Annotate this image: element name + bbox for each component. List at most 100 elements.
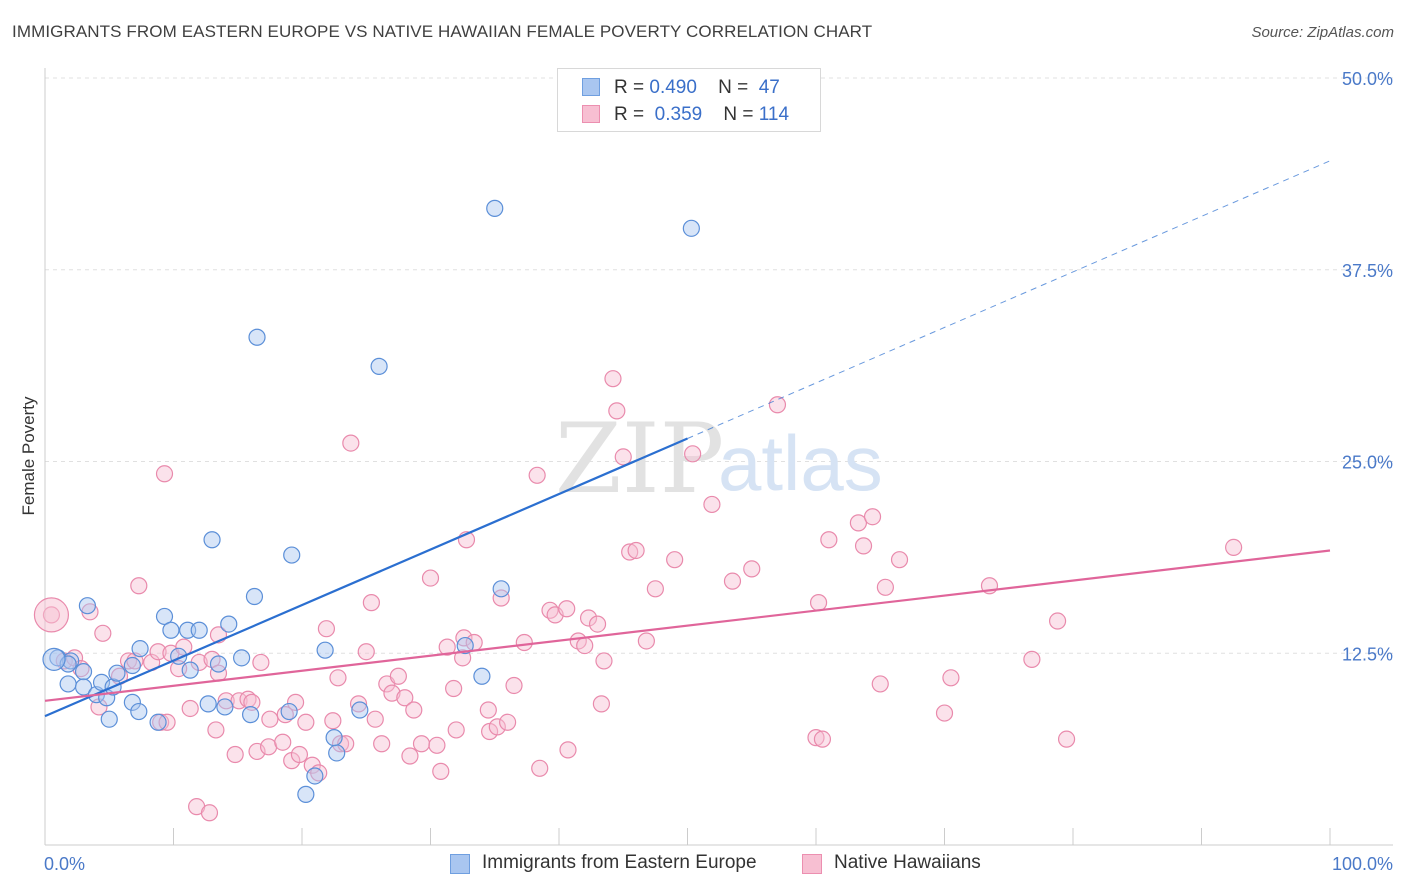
trend-line-blue-extension [687, 160, 1331, 439]
pink-point-49 [342, 434, 360, 452]
x-tick-label-0: 0.0% [44, 854, 85, 874]
pink-point-88 [588, 615, 607, 633]
pink-point-50 [349, 695, 368, 713]
blue-point-19 [162, 621, 180, 639]
blue-point-43 [456, 636, 474, 655]
blue-point-33 [283, 546, 301, 564]
pink-point-119 [1057, 730, 1076, 748]
blue-point-44 [486, 199, 504, 217]
pink-point-66 [445, 679, 463, 698]
pink-point-60 [405, 701, 423, 719]
pink-point-101 [723, 572, 742, 590]
blue-point-6 [74, 678, 93, 696]
blue-point-14 [131, 640, 149, 658]
pink-point-54 [373, 735, 391, 753]
blue-point-26 [209, 655, 228, 673]
n-value-pink: 114 [758, 104, 790, 125]
pink-point-89 [592, 695, 611, 713]
series-native-hawaiians [33, 370, 1243, 822]
bottom-legend-label-pink: Native Hawaiians [834, 852, 981, 873]
blue-point-12 [108, 664, 126, 682]
pink-point-107 [820, 531, 838, 549]
legend-text-pink: R = 0.359 N = 114 [614, 104, 790, 125]
pink-point-118 [1048, 612, 1067, 630]
blue-point-3 [78, 597, 97, 615]
pink-point-103 [768, 396, 787, 414]
pink-cluster-point [33, 597, 70, 633]
blue-point-35 [316, 641, 334, 659]
pink-point-6 [94, 624, 112, 642]
blue-point-24 [199, 695, 217, 713]
pink-point-72 [479, 701, 497, 719]
pink-point-95 [627, 541, 645, 560]
pink-point-78 [515, 633, 533, 652]
pink-point-86 [576, 636, 594, 655]
pink-point-104 [807, 729, 825, 747]
blue-point-22 [181, 661, 199, 679]
blue-point-40 [351, 701, 369, 719]
blue-point-4 [74, 663, 93, 681]
pink-point-33 [252, 653, 270, 672]
pink-point-94 [621, 543, 639, 561]
x-tick-label-1: 100.0% [1332, 854, 1393, 874]
r-value-pink: 0.359 [654, 104, 703, 125]
y-tick-label-1: 25.0% [1342, 453, 1393, 473]
pink-point-120 [1225, 538, 1243, 557]
pink-point-12 [149, 643, 167, 661]
pink-point-81 [541, 601, 559, 619]
y-tick-label-0: 12.5% [1342, 644, 1393, 664]
blue-point-5 [59, 675, 77, 693]
blue-point-46 [682, 219, 700, 237]
blue-point-27 [216, 698, 234, 716]
chart-title: IMMIGRANTS FROM EASTERN EUROPE VS NATIVE… [12, 22, 873, 41]
pink-point-84 [559, 741, 577, 759]
pink-point-40 [290, 745, 309, 764]
pink-point-31 [243, 693, 261, 711]
pink-point-28 [226, 745, 244, 764]
pink-point-93 [614, 448, 632, 466]
trend-lines [44, 160, 1331, 718]
blue-point-11 [100, 710, 118, 728]
source-label: Source: ZipAtlas.com [1251, 24, 1394, 41]
y-tick-label-2: 37.5% [1342, 261, 1393, 281]
pink-point-53 [366, 710, 384, 728]
pink-point-97 [646, 580, 664, 598]
pink-point-45 [324, 712, 342, 730]
trend-line-pink [44, 549, 1331, 702]
pink-point-77 [505, 676, 523, 695]
pink-point-36 [274, 733, 292, 751]
blue-point-37 [297, 785, 315, 803]
r-value-blue: 0.490 [649, 77, 697, 98]
pink-point-52 [362, 594, 380, 612]
legend-text-blue: R = 0.490 N = 47 [614, 77, 780, 98]
blue-point-17 [149, 713, 167, 731]
bottom-legend-swatch-pink [802, 854, 822, 874]
pink-point-102 [743, 560, 761, 578]
legend-swatch-pink [582, 105, 600, 123]
pink-point-46 [329, 669, 347, 687]
pink-point-112 [876, 578, 894, 596]
pink-point-47 [331, 735, 350, 753]
series-eastern-europe [42, 199, 700, 803]
pink-point-64 [432, 762, 450, 780]
pink-point-74 [488, 718, 506, 736]
pink-point-38 [286, 693, 305, 711]
blue-point-16 [130, 702, 148, 721]
pink-point-14 [158, 713, 176, 731]
pink-point-16 [155, 465, 174, 483]
pink-point-19 [181, 699, 199, 718]
pink-point-92 [608, 402, 626, 420]
blue-point-39 [325, 729, 343, 747]
pink-point-56 [383, 684, 401, 702]
pink-point-24 [207, 721, 225, 739]
pink-point-61 [412, 735, 431, 753]
pink-point-83 [558, 600, 576, 618]
blue-point-30 [242, 706, 260, 724]
blue-point-25 [203, 531, 221, 549]
pink-point-79 [528, 466, 546, 484]
pink-point-51 [357, 643, 375, 661]
legend-swatch-blue [582, 78, 600, 96]
gridlines [45, 77, 1393, 654]
blue-point-32 [248, 328, 266, 346]
